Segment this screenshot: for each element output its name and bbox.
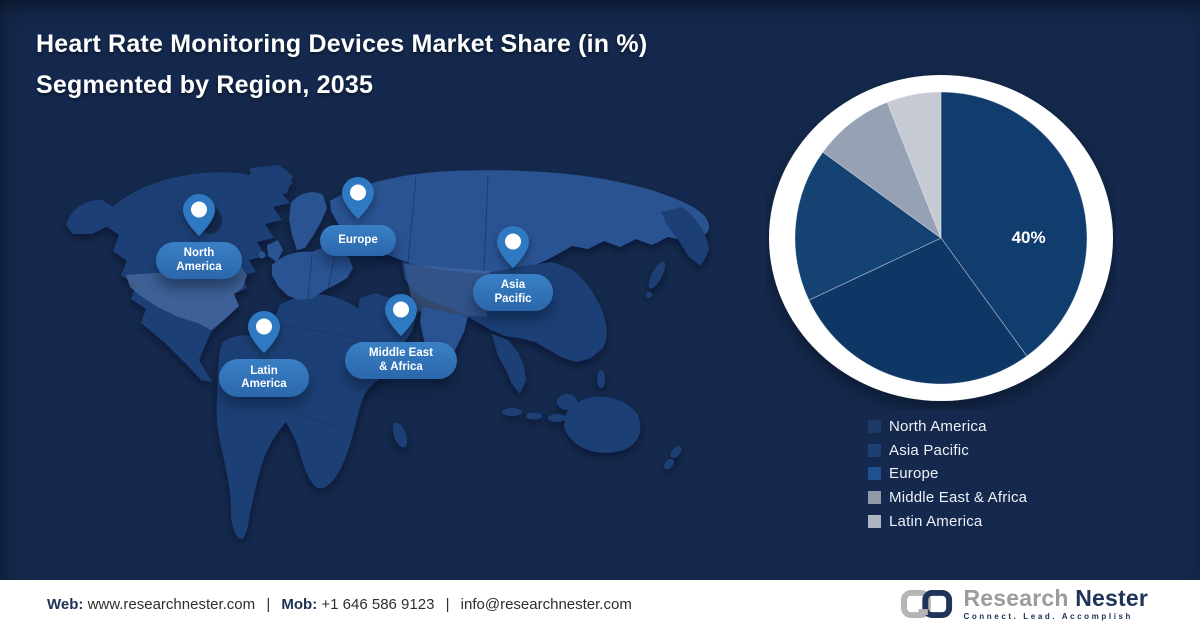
- legend-label: Europe: [889, 465, 939, 483]
- legend-swatch: [868, 491, 881, 505]
- contact-info: Web: www.researchnester.com | Mob: +1 64…: [47, 596, 632, 613]
- map-philippines: [597, 370, 605, 388]
- location-pin-icon: [385, 294, 417, 336]
- title-line-2: Segmented by Region, 2035: [36, 71, 374, 99]
- region-label-latin-america: Latin America: [219, 359, 309, 397]
- map-island: [502, 408, 522, 416]
- map-new-zealand: [664, 458, 674, 470]
- separator: |: [445, 595, 450, 613]
- legend-swatch: [868, 514, 881, 528]
- region-label-line: Asia: [500, 279, 526, 291]
- page-title: Heart Rate Monitoring Devices Market Sha…: [36, 24, 816, 106]
- map-island: [646, 292, 652, 298]
- map-pin-asia-pacific: Asia Pacific: [473, 225, 553, 311]
- map-southeast-asia: [492, 334, 526, 394]
- map-borneo: [557, 394, 577, 410]
- pie-chart-graphic: 40%: [769, 75, 1113, 401]
- region-label-north-america: North America: [156, 242, 242, 279]
- legend-item-north-america: North America: [868, 415, 1027, 439]
- location-pin-icon: [342, 177, 374, 219]
- legend-item-latin-america: Latin America: [868, 509, 1027, 533]
- legend-swatch: [868, 443, 881, 457]
- region-label-middle-east-africa: Middle East & Africa: [345, 342, 457, 379]
- phone-number: +1 646 586 9123: [321, 595, 435, 613]
- map-uk: [267, 240, 283, 262]
- legend-item-middle-east-africa: Middle East & Africa: [868, 486, 1027, 510]
- legend-label: North America: [889, 418, 987, 436]
- map-scandinavia: [289, 192, 327, 250]
- logo-name-nester: Nester: [1075, 585, 1148, 611]
- region-label-line: North: [183, 247, 215, 259]
- map-japan: [648, 261, 666, 289]
- map-central-asia-highlight: [404, 264, 490, 317]
- pie-slice-north-america: [940, 91, 1088, 357]
- pie-slice-europe: [794, 151, 942, 301]
- website-url: www.researchnester.com: [87, 595, 256, 613]
- map-europe: [272, 246, 353, 300]
- logo-text: Research Nester Connect. Lead. Accomplis…: [963, 587, 1148, 621]
- pie-chart: 40%: [766, 68, 1116, 410]
- map-pin-middle-east-africa: Middle East & Africa: [345, 293, 457, 379]
- pie-slice-value-label: 40%: [1012, 228, 1046, 247]
- map-new-zealand: [670, 446, 682, 458]
- location-pin-icon: [183, 194, 215, 236]
- email-address: info@researchnester.com: [460, 595, 632, 613]
- region-label-line: Europe: [338, 233, 378, 246]
- pie-slice-latin-america: [886, 91, 942, 239]
- map-pin-europe: Europe: [320, 176, 396, 256]
- map-russia: [330, 170, 710, 279]
- map-kamchatka: [661, 207, 709, 266]
- map-pin-latin-america: Latin America: [219, 310, 309, 397]
- chain-links-logo-icon: [901, 589, 953, 619]
- region-label-line: & Africa: [379, 360, 423, 373]
- legend-label: Latin America: [889, 512, 983, 530]
- legend-item-europe: Europe: [868, 462, 1027, 486]
- separator: |: [266, 595, 271, 613]
- legend-label: Middle East & Africa: [889, 489, 1028, 507]
- region-label-line: America: [241, 378, 287, 390]
- map-usa-region: [126, 267, 247, 330]
- logo-name-research: Research: [963, 585, 1069, 611]
- region-label-europe: Europe: [320, 225, 396, 256]
- map-island: [548, 414, 566, 422]
- chart-legend: North America Asia Pacific Europe Middle Ea…: [868, 415, 1027, 533]
- region-label-asia-pacific: Asia Pacific: [473, 274, 553, 311]
- title-line-1: Heart Rate Monitoring Devices Market Sha…: [36, 30, 648, 58]
- legend-label: Asia Pacific: [889, 441, 969, 459]
- web-label: Web:: [47, 595, 84, 613]
- footer-bar: Web: www.researchnester.com | Mob: +1 64…: [0, 580, 1200, 628]
- map-australia: [564, 396, 641, 453]
- logo-tagline: Connect. Lead. Accomplish: [963, 612, 1134, 621]
- region-label-line: Pacific: [494, 292, 532, 305]
- location-pin-icon: [248, 311, 280, 353]
- region-label-line: America: [176, 260, 222, 273]
- location-pin-icon: [497, 226, 529, 268]
- map-ireland: [258, 251, 266, 259]
- pie-slice-asia-pacific: [808, 237, 1028, 385]
- region-label-line: Middle East: [369, 347, 433, 359]
- region-label-line: Latin: [250, 364, 278, 377]
- legend-swatch: [868, 467, 881, 481]
- map-island: [526, 412, 542, 420]
- legend-item-asia-pacific: Asia Pacific: [868, 439, 1027, 463]
- map-greenland: [250, 165, 293, 199]
- map-pin-north-america: North America: [156, 193, 242, 279]
- mob-label: Mob:: [281, 595, 318, 613]
- pie-slice-middle-east-africa: [822, 101, 942, 239]
- world-map: North America Europe Asia Pacific Middle E…: [60, 165, 720, 560]
- research-nester-logo: Research Nester Connect. Lead. Accomplis…: [899, 587, 1148, 621]
- legend-swatch: [868, 420, 881, 434]
- map-madagascar: [392, 422, 408, 448]
- map-alaska: [66, 199, 117, 234]
